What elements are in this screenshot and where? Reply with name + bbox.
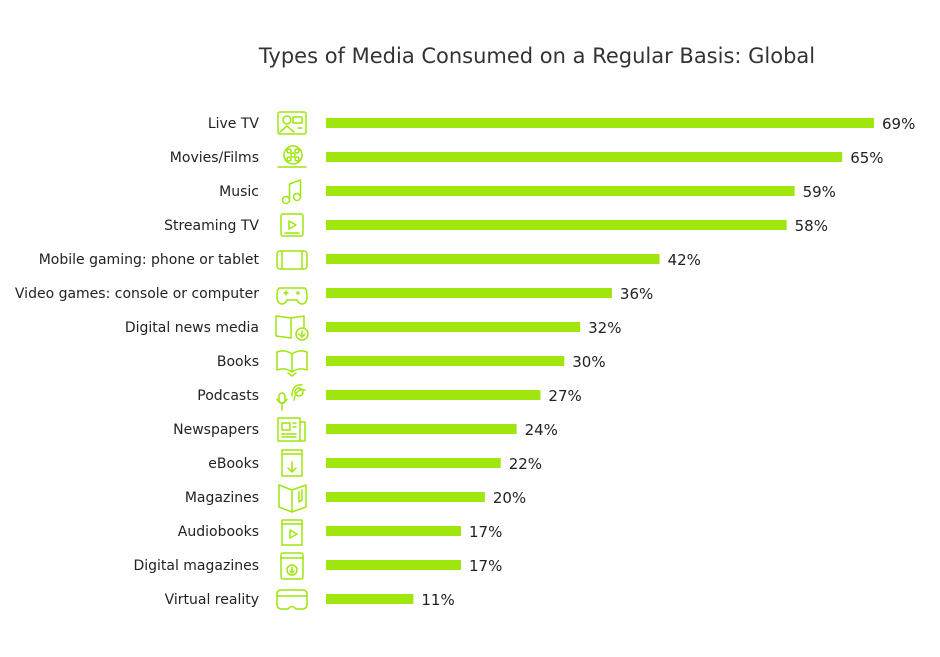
bar-digital-magazines	[326, 560, 462, 570]
bar-magazines	[326, 492, 485, 502]
bar-movies-films	[326, 152, 843, 162]
magazine-icon	[278, 484, 307, 513]
category-label-music: Music	[219, 184, 259, 200]
music-note-icon	[281, 179, 302, 205]
value-label-streaming-tv: 58%	[795, 217, 828, 235]
value-label-live-tv: 69%	[882, 115, 915, 133]
value-label-podcasts: 27%	[548, 387, 581, 405]
vr-headset-icon	[276, 589, 308, 610]
bar-podcasts	[326, 390, 541, 400]
ebook-icon	[281, 449, 303, 477]
bar-mobile-gaming-phone-or-tablet	[326, 254, 660, 264]
play-screen-icon	[280, 213, 304, 237]
category-label-podcasts: Podcasts	[197, 388, 259, 404]
gamepad-icon	[276, 287, 308, 305]
category-label-magazines: Magazines	[185, 490, 259, 506]
bar-virtual-reality	[326, 594, 414, 604]
value-label-video-games-console-or-computer: 36%	[620, 285, 653, 303]
value-label-ebooks: 22%	[509, 455, 542, 473]
bar-live-tv	[326, 118, 874, 128]
category-labels: Live TV Movies/Films Music Streaming TV Mobi…	[15, 116, 260, 608]
bars	[326, 118, 874, 604]
category-label-streaming-tv: Streaming TV	[164, 218, 259, 234]
value-label-books: 30%	[572, 353, 605, 371]
value-label-newspapers: 24%	[525, 421, 558, 439]
value-label-digital-magazines: 17%	[469, 557, 502, 575]
category-label-digital-news-media: Digital news media	[125, 320, 259, 336]
bar-music	[326, 186, 795, 196]
value-label-magazines: 20%	[493, 489, 526, 507]
tv-icon	[277, 111, 307, 135]
value-label-audiobooks: 17%	[469, 523, 502, 541]
category-label-video-games-console-or-computer: Video games: console or computer	[15, 286, 259, 302]
digital-magazine-icon	[280, 552, 304, 580]
category-label-ebooks: eBooks	[208, 456, 259, 472]
category-label-newspapers: Newspapers	[173, 422, 259, 438]
microphone-icon	[276, 384, 306, 411]
category-label-digital-magazines: Digital magazines	[133, 558, 259, 574]
category-label-live-tv: Live TV	[208, 116, 260, 132]
bar-books	[326, 356, 565, 366]
category-label-audiobooks: Audiobooks	[178, 524, 259, 540]
category-label-movies-films: Movies/Films	[170, 150, 259, 166]
film-reel-icon	[277, 145, 307, 168]
category-label-virtual-reality: Virtual reality	[165, 592, 259, 608]
book-download-icon	[275, 315, 309, 341]
bar-audiobooks	[326, 526, 462, 536]
value-label-movies-films: 65%	[850, 149, 883, 167]
value-label-mobile-gaming-phone-or-tablet: 42%	[668, 251, 701, 269]
value-label-digital-news-media: 32%	[588, 319, 621, 337]
newspaper-icon	[277, 417, 306, 442]
chart-title: Types of Media Consumed on a Regular Bas…	[258, 44, 815, 68]
value-label-virtual-reality: 11%	[421, 591, 454, 609]
value-label-music: 59%	[803, 183, 836, 201]
bar-streaming-tv	[326, 220, 787, 230]
open-book-icon	[276, 350, 308, 377]
audiobook-icon	[281, 519, 303, 546]
category-icons	[275, 111, 309, 610]
value-labels: 69% 65% 59% 58% 42% 36% 32% 30% 27% 24% 22% 20% 17% 1…	[421, 115, 915, 609]
bar-video-games-console-or-computer	[326, 288, 612, 298]
bar-ebooks	[326, 458, 501, 468]
phone-landscape-icon	[276, 250, 308, 270]
category-label-mobile-gaming-phone-or-tablet: Mobile gaming: phone or tablet	[39, 252, 260, 268]
category-label-books: Books	[217, 354, 259, 370]
bar-newspapers	[326, 424, 517, 434]
bar-digital-news-media	[326, 322, 581, 332]
